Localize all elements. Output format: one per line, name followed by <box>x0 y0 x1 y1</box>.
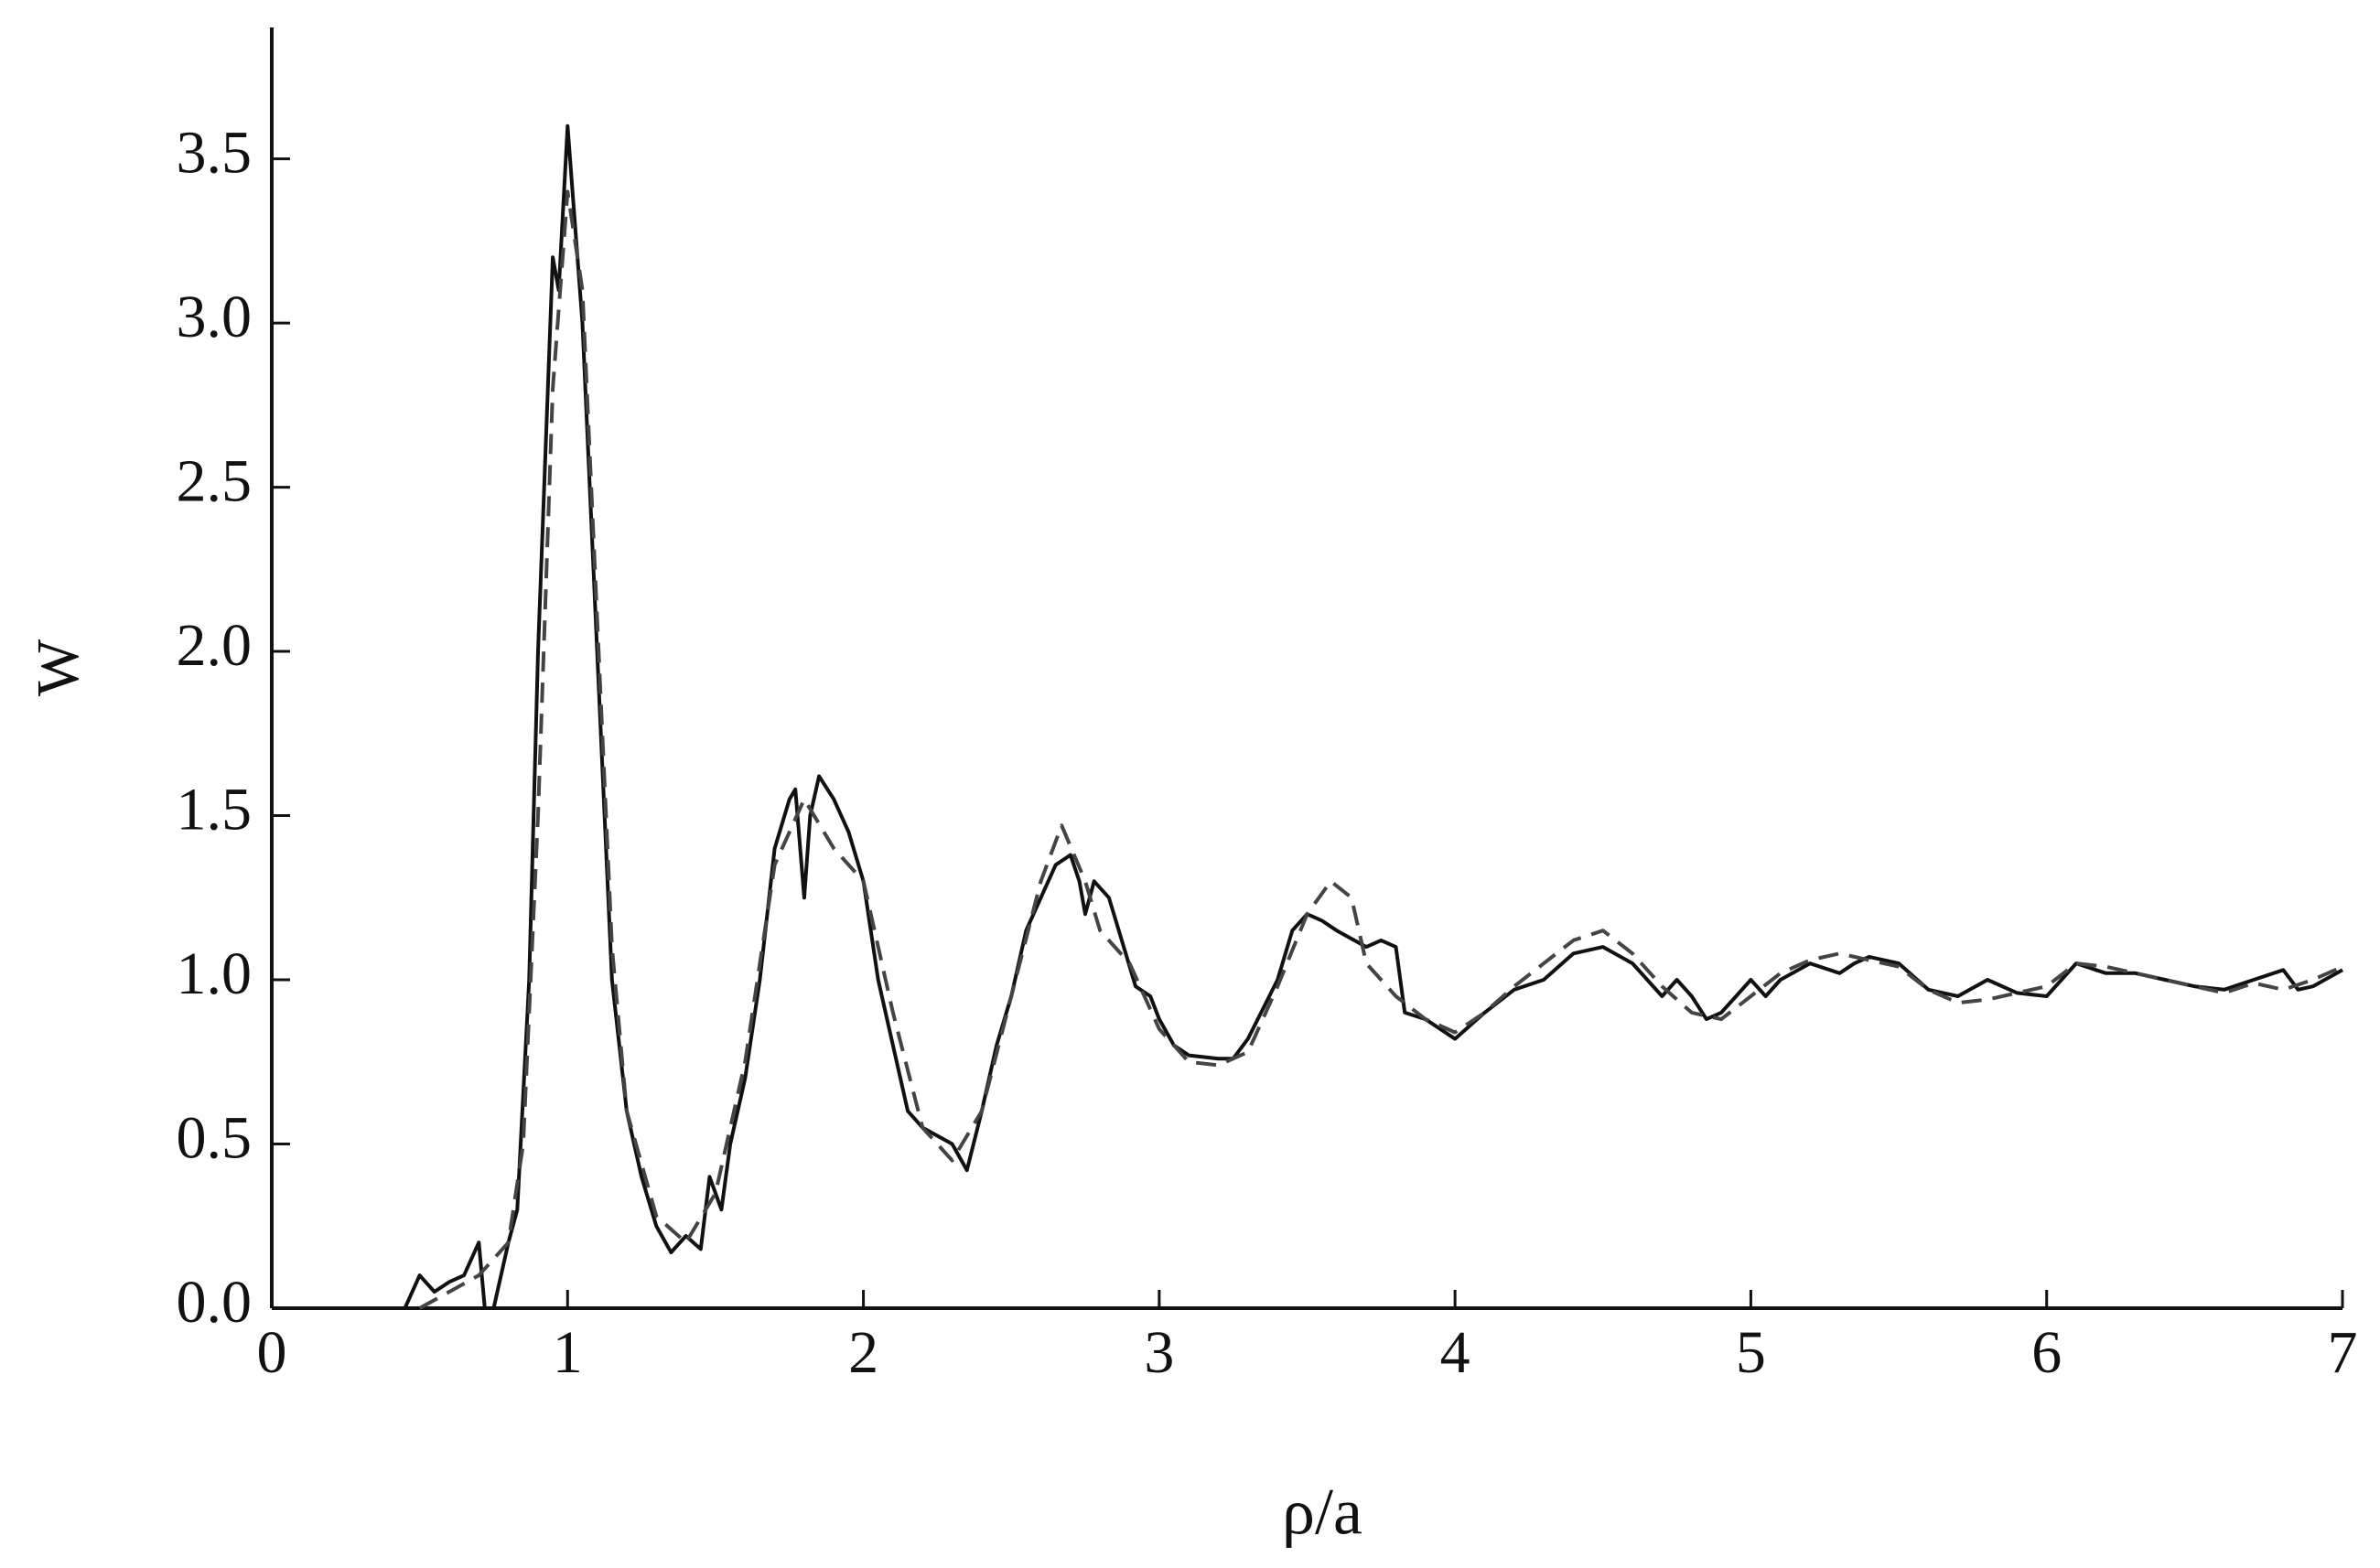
x-axis-label: ρ/a <box>1282 1476 1362 1549</box>
x-tick-label: 0 <box>257 1319 287 1386</box>
x-tick-label: 7 <box>2328 1319 2358 1386</box>
data-line <box>418 189 2343 1310</box>
y-tick-label: 1.5 <box>177 777 253 843</box>
x-tick-label: 5 <box>1736 1319 1766 1386</box>
y-tick-label: 2.5 <box>177 448 253 515</box>
y-tick-label: 3.0 <box>177 284 253 350</box>
x-tick-label: 3 <box>1144 1319 1174 1386</box>
data-line <box>403 124 2343 1310</box>
x-tick-label: 4 <box>1440 1319 1470 1386</box>
y-tick-label: 3.5 <box>177 120 253 187</box>
y-tick-label: 0.0 <box>177 1269 253 1336</box>
y-tick-label: 0.5 <box>177 1105 253 1172</box>
y-tick-label: 2.0 <box>177 612 253 679</box>
y-tick-label: 1.0 <box>177 940 253 1007</box>
x-tick-label: 6 <box>2031 1319 2062 1386</box>
x-tick-label: 2 <box>848 1319 878 1386</box>
y-axis-label: W <box>25 639 92 696</box>
x-tick-label: 1 <box>553 1319 583 1386</box>
